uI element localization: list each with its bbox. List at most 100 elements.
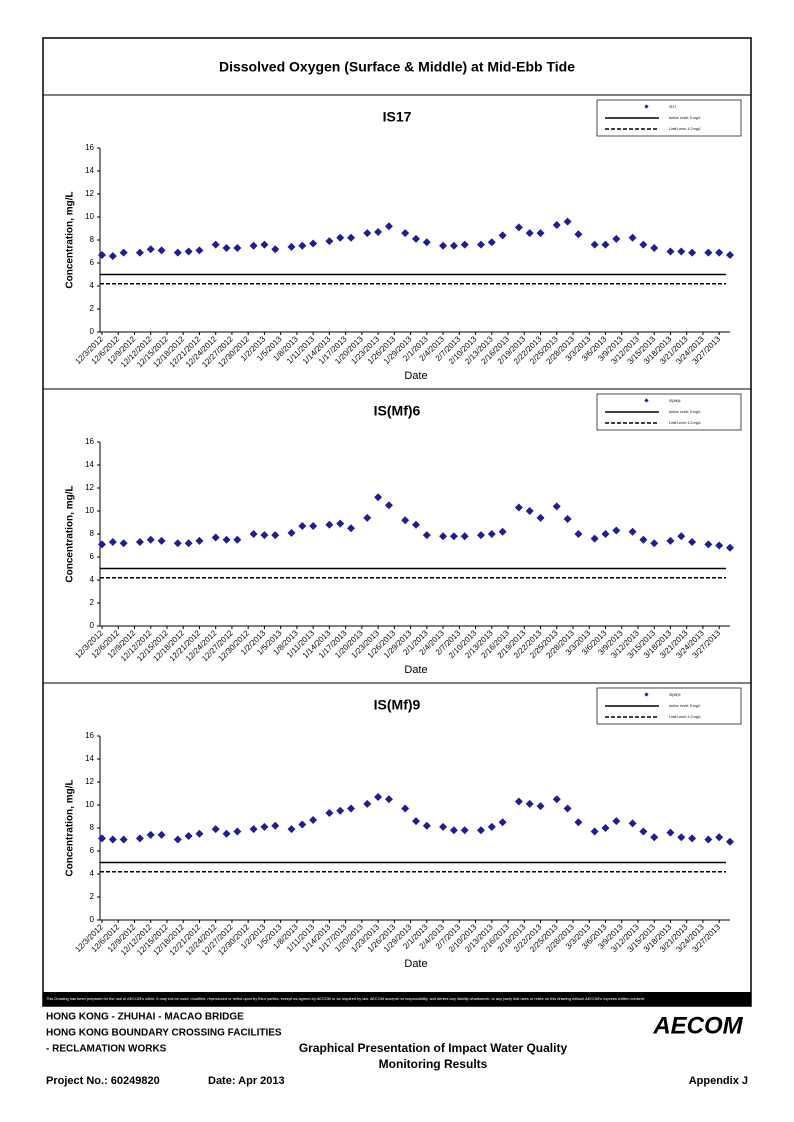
y-axis-label: Concentration, mg/L — [65, 779, 76, 876]
legend-label: Action Level: 5 mg/L — [669, 116, 701, 120]
data-point — [688, 248, 697, 257]
data-point — [363, 229, 372, 238]
data-point — [233, 827, 242, 836]
data-point — [298, 241, 307, 250]
data-point — [666, 247, 675, 256]
data-point — [726, 250, 734, 259]
legend-label: Limit Level: 4.2 mg/L — [669, 127, 701, 131]
data-point — [298, 820, 307, 829]
y-tick-label: 10 — [85, 800, 94, 809]
data-point — [146, 535, 155, 544]
data-point — [487, 238, 496, 247]
data-point — [412, 817, 420, 826]
data-point — [628, 527, 637, 536]
data-point — [525, 799, 534, 808]
data-point — [135, 834, 144, 843]
project-line: HONG KONG BOUNDARY CROSSING FACILITIES — [46, 1028, 282, 1039]
data-point — [487, 822, 496, 831]
data-point — [260, 822, 269, 831]
data-point — [590, 827, 599, 836]
data-point — [639, 535, 648, 544]
data-point — [157, 536, 166, 545]
appendix: Appendix J — [689, 1075, 748, 1087]
data-point — [422, 821, 431, 830]
data-point — [412, 520, 420, 529]
y-axis-label: Concentration, mg/L — [65, 485, 76, 582]
y-tick-label: 0 — [90, 621, 95, 630]
y-tick-label: 14 — [85, 754, 94, 763]
data-point — [108, 538, 117, 547]
data-point — [211, 240, 220, 249]
data-point — [135, 248, 144, 257]
data-point — [401, 229, 410, 238]
data-point — [195, 829, 204, 838]
data-point — [460, 240, 469, 249]
data-point — [222, 244, 231, 253]
data-point — [374, 792, 383, 801]
data-point — [601, 530, 610, 538]
data-point — [249, 530, 258, 538]
data-point — [514, 797, 523, 806]
data-point — [726, 837, 734, 846]
data-point — [552, 502, 561, 511]
data-point — [309, 239, 318, 248]
data-point — [514, 223, 523, 232]
data-point — [650, 539, 659, 548]
data-point — [363, 799, 372, 808]
data-point — [108, 252, 117, 261]
data-point — [233, 244, 242, 253]
y-tick-label: 12 — [85, 189, 94, 198]
data-point — [715, 541, 724, 550]
data-point — [195, 536, 204, 545]
data-point — [460, 532, 469, 541]
data-point — [487, 530, 496, 538]
data-point — [384, 222, 393, 231]
data-point — [574, 530, 583, 538]
data-point — [146, 830, 155, 839]
logo: AECOM — [652, 1012, 743, 1039]
y-tick-label: 4 — [90, 869, 95, 878]
data-point — [336, 519, 345, 528]
data-point — [384, 795, 393, 804]
data-point — [715, 833, 724, 842]
y-tick-label: 6 — [90, 258, 95, 267]
y-tick-label: 16 — [85, 143, 94, 152]
y-tick-label: 4 — [90, 575, 95, 584]
data-point — [184, 539, 193, 548]
page-border — [42, 37, 752, 1007]
y-tick-label: 12 — [85, 777, 94, 786]
y-tick-label: 16 — [85, 731, 94, 740]
data-point — [249, 825, 258, 834]
data-point — [666, 828, 675, 837]
y-tick-label: 10 — [85, 506, 94, 515]
data-point — [184, 832, 193, 841]
x-axis-label: Date — [404, 370, 427, 382]
disclaimer: This Drawing has been prepared for the u… — [46, 996, 645, 1001]
data-point — [715, 248, 724, 257]
data-point — [601, 240, 610, 249]
data-point — [677, 833, 686, 842]
data-point — [449, 241, 458, 250]
data-point — [119, 539, 128, 548]
data-point — [677, 532, 686, 541]
data-point — [574, 230, 583, 239]
data-point — [374, 493, 383, 502]
report-title: Graphical Presentation of Impact Water Q… — [299, 1041, 568, 1055]
data-point — [260, 531, 269, 540]
data-point — [498, 818, 507, 827]
y-tick-label: 10 — [85, 212, 94, 221]
data-point — [639, 240, 648, 249]
data-point — [422, 531, 431, 540]
y-tick-label: 2 — [90, 598, 95, 607]
data-point — [271, 821, 280, 830]
data-point — [439, 822, 448, 831]
legend-label: IS(Mf)9 — [669, 693, 681, 697]
data-point — [347, 524, 356, 533]
report-title: Monitoring Results — [379, 1057, 488, 1071]
data-point — [363, 513, 372, 522]
y-tick-label: 12 — [85, 483, 94, 492]
legend-label: Action Level: 5 mg/L — [669, 410, 701, 414]
data-point — [173, 539, 182, 548]
data-point — [287, 825, 296, 834]
y-tick-label: 2 — [90, 892, 95, 901]
